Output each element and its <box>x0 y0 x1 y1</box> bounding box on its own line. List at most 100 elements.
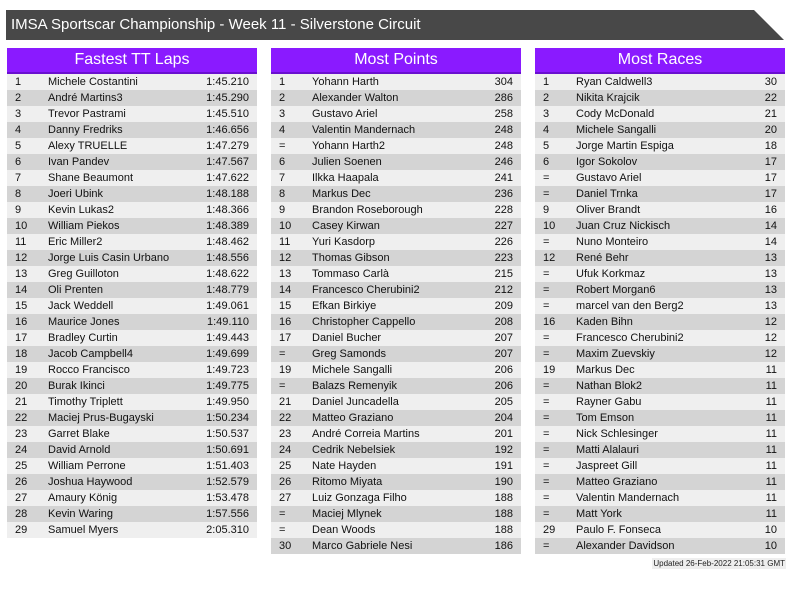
rank: 9 <box>543 204 550 216</box>
driver-name: Cody McDonald <box>576 108 655 120</box>
rank: 1 <box>15 76 22 88</box>
table-row: 8 Markus Dec 236 <box>271 186 521 202</box>
driver-name: André Martins3 <box>48 92 123 104</box>
rank: 13 <box>279 268 292 280</box>
table-row: 14 Francesco Cherubini2 212 <box>271 282 521 298</box>
rank: 7 <box>15 172 22 184</box>
driver-name: Francesco Cherubini2 <box>576 332 684 344</box>
table-row: 16 Maurice Jones 1:49.110 <box>7 314 257 330</box>
rank: 6 <box>543 156 550 168</box>
driver-name: Jorge Martin Espiga <box>576 140 674 152</box>
rank: 5 <box>543 140 550 152</box>
value: 188 <box>494 508 513 520</box>
table-row: 27 Amaury König 1:53.478 <box>7 490 257 506</box>
table-row: 18 Jacob Campbell4 1:49.699 <box>7 346 257 362</box>
rank: = <box>279 524 286 536</box>
table-row: 5 Alexy TRUELLE 1:47.279 <box>7 138 257 154</box>
driver-name: Nikita Krajcik <box>576 92 640 104</box>
rank: 25 <box>279 460 292 472</box>
driver-name: Cedrik Nebelsiek <box>312 444 396 456</box>
driver-name: Francesco Cherubini2 <box>312 284 420 296</box>
driver-name: Rayner Gabu <box>576 396 642 408</box>
table-row: 13 Greg Guilloton 1:48.622 <box>7 266 257 282</box>
table-row: 12 Jorge Luis Casin Urbano 1:48.556 <box>7 250 257 266</box>
value: 1:49.699 <box>206 348 249 360</box>
table-row: = Rayner Gabu 11 <box>535 394 785 410</box>
rank: 7 <box>279 172 286 184</box>
rank: 30 <box>279 540 292 552</box>
value: 14 <box>764 220 777 232</box>
value: 1:57.556 <box>206 508 249 520</box>
table-row: 10 Juan Cruz Nickisch 14 <box>535 218 785 234</box>
driver-name: Daniel Trnka <box>576 188 638 200</box>
value: 1:48.462 <box>206 236 249 248</box>
rank: = <box>543 476 550 488</box>
value: 204 <box>494 412 513 424</box>
value: 188 <box>494 492 513 504</box>
driver-name: Maurice Jones <box>48 316 120 328</box>
value: 226 <box>494 236 513 248</box>
driver-name: Rocco Francisco <box>48 364 130 376</box>
value: 1:53.478 <box>206 492 249 504</box>
table-row: 12 René Behr 13 <box>535 250 785 266</box>
value: 1:49.775 <box>206 380 249 392</box>
driver-name: Shane Beaumont <box>48 172 134 184</box>
value: 1:49.443 <box>206 332 249 344</box>
value: 1:48.779 <box>206 284 249 296</box>
value: 11 <box>765 476 777 488</box>
rank: 24 <box>279 444 292 456</box>
value: 1:45.290 <box>206 92 249 104</box>
rank: = <box>543 348 550 360</box>
rank: = <box>543 396 550 408</box>
table-row: 15 Efkan Birkiye 209 <box>271 298 521 314</box>
table-row: 1 Yohann Harth 304 <box>271 74 521 90</box>
rank: = <box>543 428 550 440</box>
driver-name: Christopher Cappello <box>312 316 416 328</box>
table-row: 6 Ivan Pandev 1:47.567 <box>7 154 257 170</box>
value: 207 <box>494 348 513 360</box>
rank: 13 <box>15 268 28 280</box>
value: 206 <box>494 364 513 376</box>
table-row: = Dean Woods 188 <box>271 522 521 538</box>
value: 1:48.622 <box>206 268 249 280</box>
table-row: 2 Nikita Krajcik 22 <box>535 90 785 106</box>
value: 13 <box>764 284 777 296</box>
table-row: = Francesco Cherubini2 12 <box>535 330 785 346</box>
rank: 19 <box>279 364 292 376</box>
driver-name: Alexander Davidson <box>576 540 675 552</box>
rank: 17 <box>279 332 292 344</box>
table-row: 9 Kevin Lukas2 1:48.366 <box>7 202 257 218</box>
table-row: 17 Bradley Curtin 1:49.443 <box>7 330 257 346</box>
rank: = <box>543 236 550 248</box>
value: 206 <box>494 380 513 392</box>
value: 304 <box>494 76 513 88</box>
value: 11 <box>765 396 777 408</box>
most-races-heading: Most Races <box>535 48 785 74</box>
value: 1:52.579 <box>206 476 249 488</box>
table-row: = Robert Morgan6 13 <box>535 282 785 298</box>
rank: 9 <box>15 204 22 216</box>
table-row: 3 Gustavo Ariel 258 <box>271 106 521 122</box>
value: 215 <box>494 268 513 280</box>
table-row: 19 Michele Sangalli 206 <box>271 362 521 378</box>
rank: 6 <box>15 156 22 168</box>
driver-name: Matteo Graziano <box>312 412 394 424</box>
rank: = <box>279 140 286 152</box>
rank: 6 <box>279 156 286 168</box>
table-row: 22 Matteo Graziano 204 <box>271 410 521 426</box>
value: 1:45.210 <box>206 76 249 88</box>
driver-name: Alexander Walton <box>312 92 399 104</box>
driver-name: Timothy Triplett <box>48 396 123 408</box>
value: 12 <box>764 332 777 344</box>
table-row: 5 Jorge Martin Espiga 18 <box>535 138 785 154</box>
table-row: 19 Rocco Francisco 1:49.723 <box>7 362 257 378</box>
value: 13 <box>764 252 777 264</box>
value: 17 <box>764 156 777 168</box>
rank: 29 <box>543 524 556 536</box>
rank: = <box>543 540 550 552</box>
driver-name: René Behr <box>576 252 629 264</box>
driver-name: Valentin Mandernach <box>312 124 416 136</box>
value: 16 <box>764 204 777 216</box>
fastest-tt-laps-table: Fastest TT Laps 1 Michele Costantini 1:45.2… <box>7 48 257 538</box>
rank: 29 <box>15 524 28 536</box>
